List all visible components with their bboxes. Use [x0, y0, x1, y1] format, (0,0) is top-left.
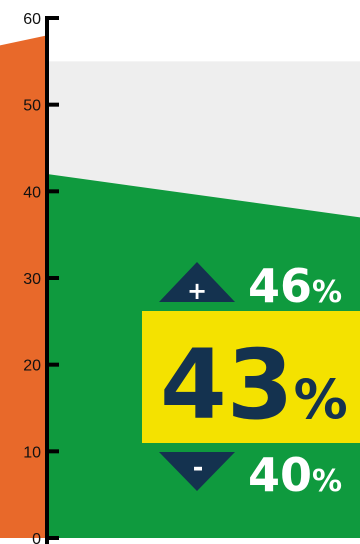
estimate-callout: 43% + 46% - 40%	[142, 259, 360, 502]
estimate-value: 43%	[160, 329, 348, 441]
plus-symbol: +	[187, 277, 207, 305]
upper-bound-number: 46	[248, 259, 312, 313]
upper-bound-triangle-icon	[159, 262, 235, 302]
upper-bound-value: 46%	[248, 259, 342, 313]
lower-bound-triangle-icon	[159, 452, 235, 491]
minus-symbol: -	[193, 453, 204, 483]
upper-bound-unit: %	[312, 275, 342, 310]
y-axis-ticks: 0 10 20 30 40 50 60	[23, 11, 59, 544]
lower-bound-unit: %	[312, 464, 342, 499]
y-tick-label: 20	[23, 358, 41, 375]
y-tick-label: 30	[23, 271, 41, 288]
y-tick-label: 10	[23, 444, 41, 461]
left-orange-area	[0, 35, 47, 538]
lower-bound-value: 40%	[248, 448, 342, 502]
lower-bound-number: 40	[248, 448, 312, 502]
y-tick-label: 60	[23, 11, 41, 28]
y-tick-label: 0	[32, 531, 41, 544]
estimate-value-unit: %	[294, 368, 348, 431]
estimate-value-number: 43	[160, 329, 294, 441]
y-tick-label: 40	[23, 184, 41, 201]
y-tick-label: 50	[23, 98, 41, 115]
estimate-highlight-box	[142, 311, 360, 443]
